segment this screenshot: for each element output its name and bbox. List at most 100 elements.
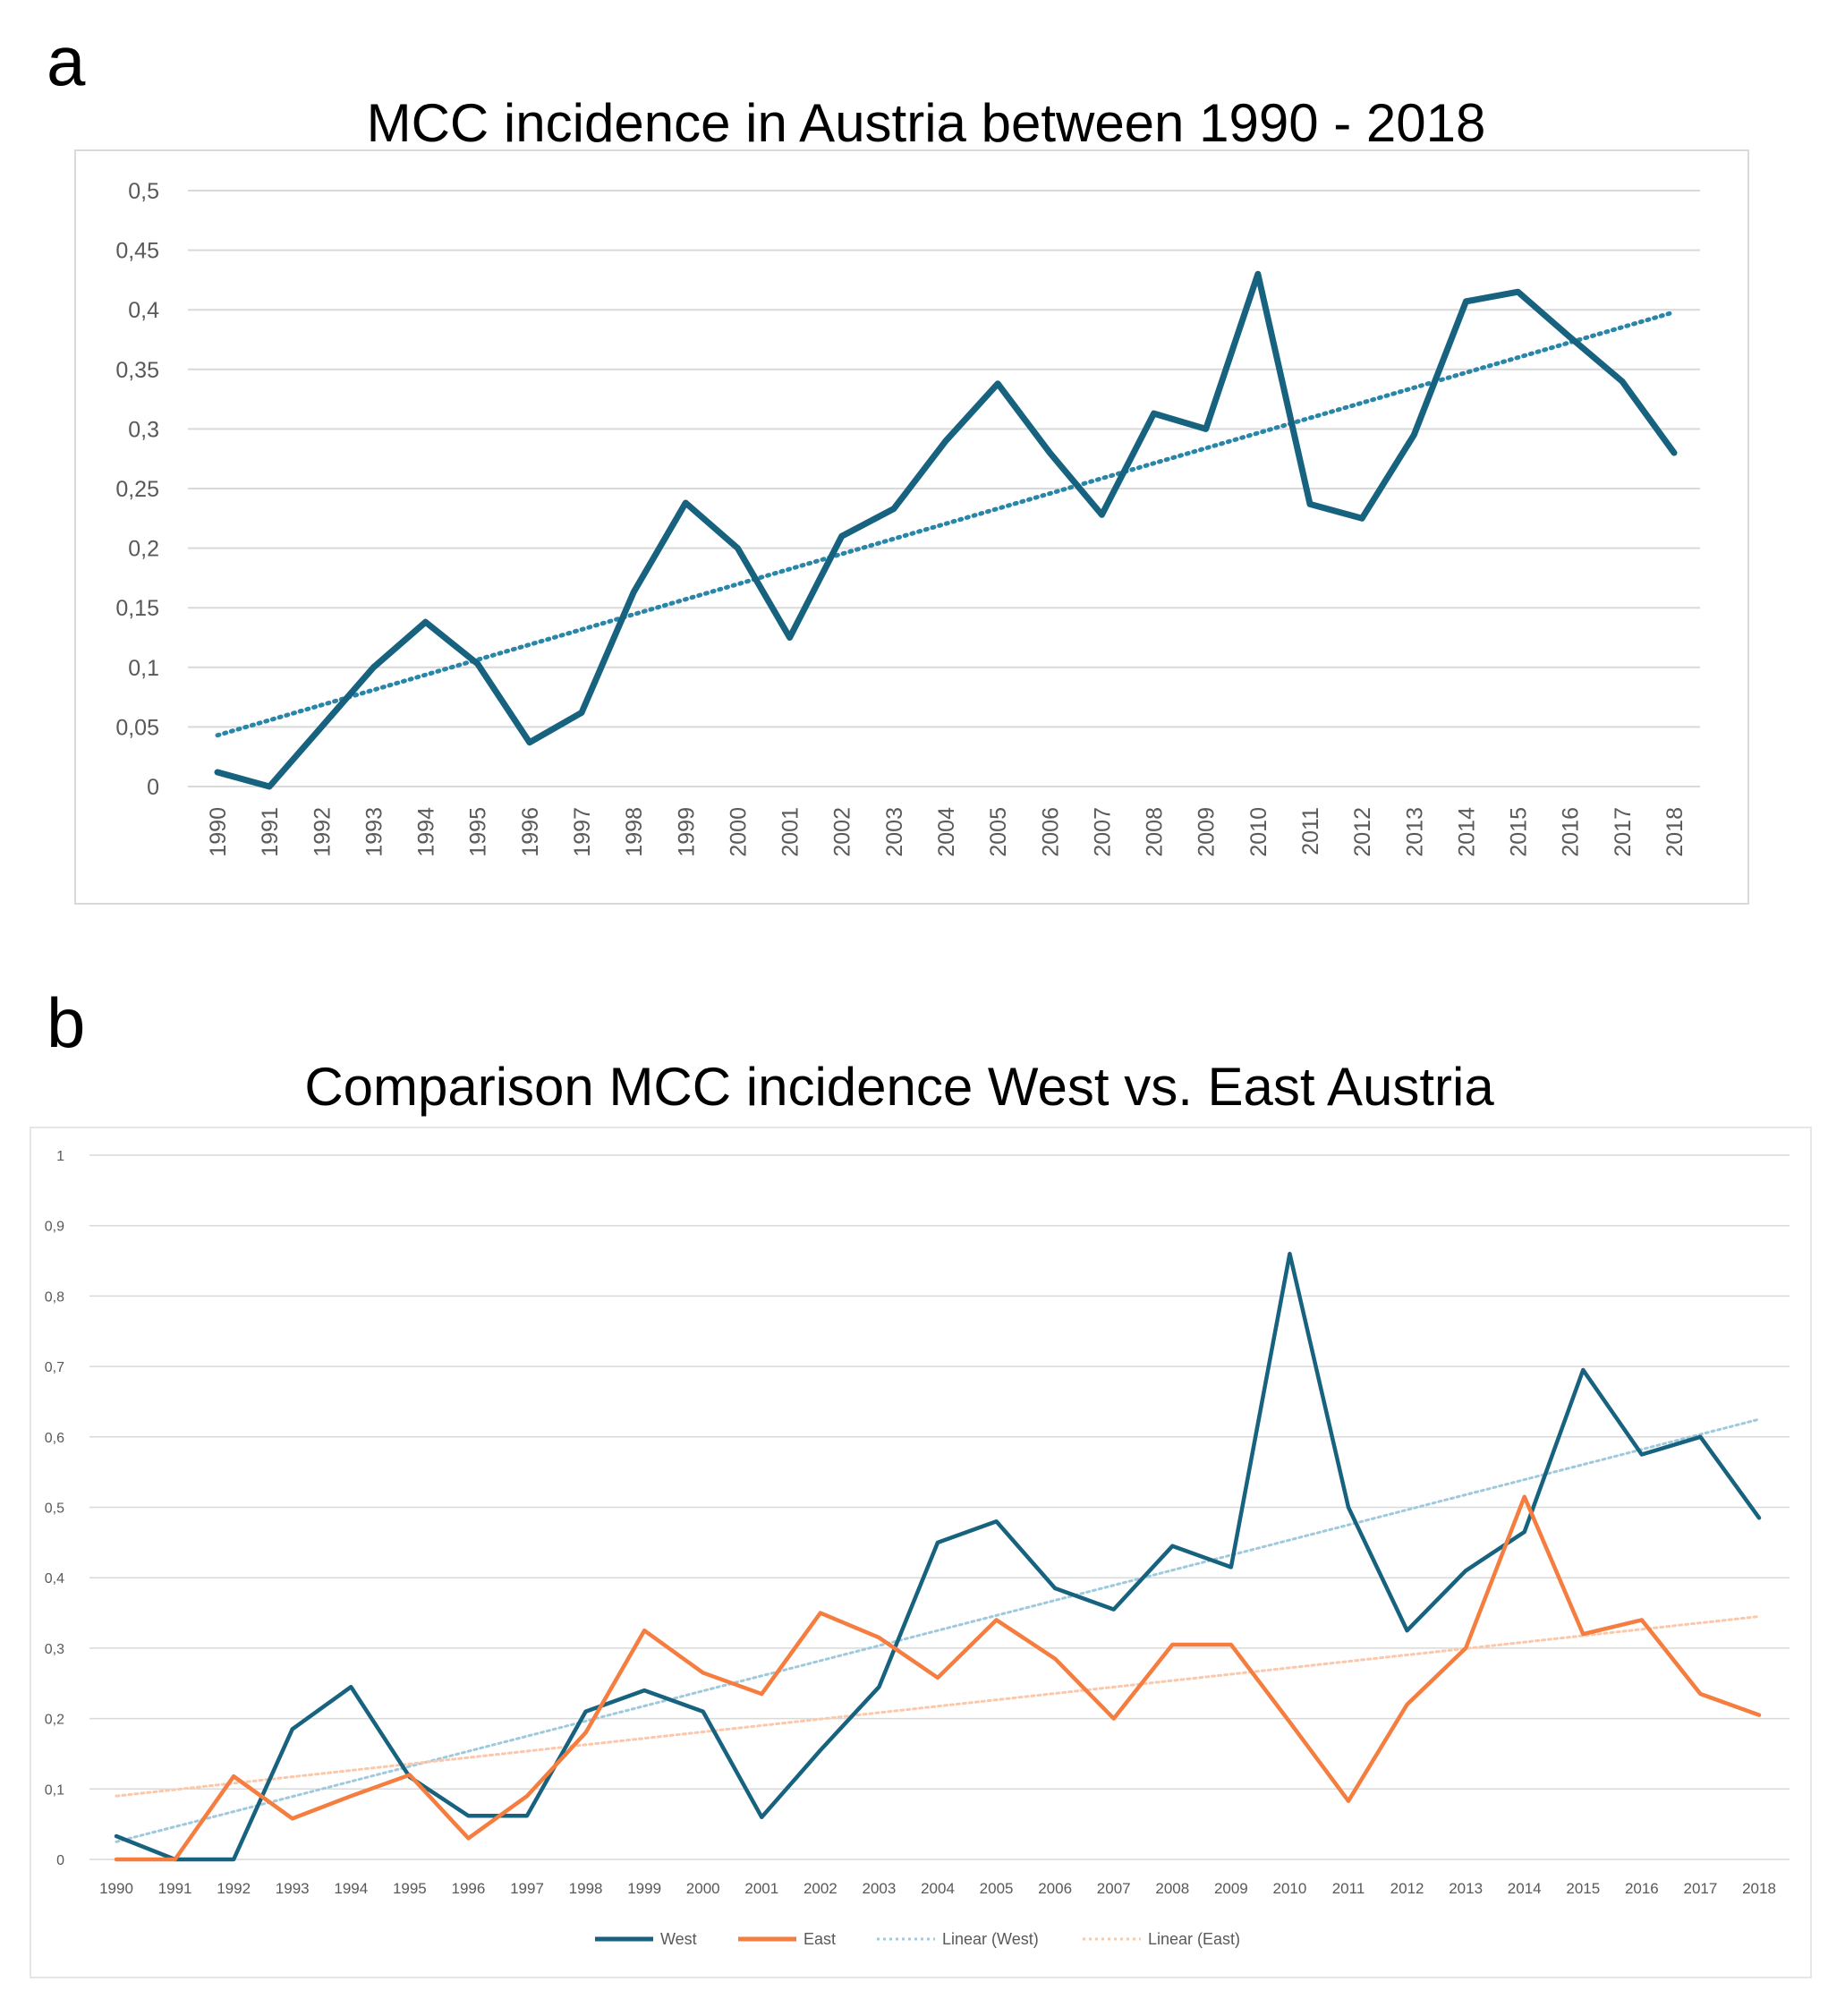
chart-b-series-east — [114, 1494, 1762, 1862]
x-tick-label: 1990 — [206, 807, 231, 857]
chart-b-trendline-east — [115, 1614, 1761, 1798]
y-tick-label: 1 — [56, 1149, 64, 1164]
panel-a: a MCC incidence in Austria between 1990 … — [47, 21, 1749, 905]
x-tick-label: 2002 — [830, 807, 855, 857]
chart-b-series-west — [114, 1251, 1762, 1862]
legend-label-west: West — [660, 1930, 697, 1948]
x-tick-label: 2004 — [934, 807, 959, 857]
x-tick-label: 1993 — [361, 807, 387, 857]
x-tick-label: 1995 — [466, 807, 491, 857]
x-tick-label: 2003 — [863, 1880, 897, 1897]
x-tick-label: 2012 — [1390, 1880, 1424, 1897]
x-tick-label: 2007 — [1097, 1880, 1131, 1897]
y-tick-label: 0,5 — [45, 1501, 64, 1517]
chart-a-gridlines — [188, 190, 1700, 787]
chart-b-x-axis: 1990 1991 1992 1993 1994 1995 1996 1997 1998 1999… — [99, 1880, 1776, 1897]
x-tick-label: 2015 — [1507, 807, 1532, 857]
x-tick-label: 2015 — [1566, 1880, 1600, 1897]
x-tick-label: 2003 — [882, 807, 907, 857]
chart-a-series-line — [214, 270, 1678, 790]
x-tick-label: 1993 — [276, 1880, 310, 1897]
x-tick-label: 1999 — [627, 1880, 661, 1897]
x-tick-label: 2016 — [1559, 807, 1584, 857]
x-tick-label: 2013 — [1449, 1880, 1483, 1897]
y-tick-label: 0,9 — [45, 1220, 64, 1235]
x-tick-label: 1996 — [518, 807, 543, 857]
y-tick-label: 0,2 — [128, 537, 159, 562]
x-tick-label: 1990 — [99, 1880, 133, 1897]
panel-b-label: b — [47, 983, 85, 1062]
legend-label-linear-east: Linear (East) — [1148, 1930, 1240, 1948]
x-tick-label: 2012 — [1350, 807, 1375, 857]
x-tick-label: 2000 — [686, 1880, 720, 1897]
legend-label-east: East — [803, 1930, 836, 1948]
x-tick-label: 2010 — [1273, 1880, 1307, 1897]
y-tick-label: 0,6 — [45, 1431, 64, 1446]
x-tick-label: 1994 — [334, 1880, 368, 1897]
chart-b-legend: West East Linear (West) Linear (East) — [595, 1930, 1240, 1948]
y-tick-label: 0,05 — [115, 715, 159, 740]
y-tick-label: 0 — [147, 775, 159, 800]
x-tick-label: 1991 — [158, 1880, 192, 1897]
panel-b: b Comparison MCC incidence West vs. East… — [30, 983, 1812, 1978]
y-tick-label: 0 — [56, 1853, 64, 1868]
legend-label-linear-west: Linear (West) — [942, 1930, 1039, 1948]
x-tick-label: 2005 — [980, 1880, 1014, 1897]
x-tick-label: 2009 — [1214, 1880, 1248, 1897]
x-tick-label: 1992 — [217, 1880, 251, 1897]
x-tick-label: 2002 — [803, 1880, 837, 1897]
y-tick-label: 0,4 — [45, 1571, 64, 1586]
y-tick-label: 0,3 — [128, 417, 159, 442]
panel-a-label: a — [47, 21, 86, 100]
y-tick-label: 0,5 — [128, 179, 159, 204]
x-tick-label: 2016 — [1625, 1880, 1659, 1897]
x-tick-label: 2006 — [1038, 807, 1063, 857]
x-tick-label: 1998 — [622, 807, 647, 857]
x-tick-label: 1992 — [310, 807, 335, 857]
x-tick-label: 2008 — [1143, 807, 1168, 857]
y-tick-label: 0,1 — [128, 656, 159, 681]
x-tick-label: 2000 — [726, 807, 751, 857]
x-tick-label: 2010 — [1246, 807, 1271, 857]
chart-b-y-axis: 0 0,1 0,2 0,3 0,4 0,5 0,6 0,7 0,8 0,9 1 — [45, 1149, 64, 1868]
x-tick-label: 2014 — [1508, 1880, 1542, 1897]
chart-a-y-axis: 0 0,05 0,1 0,15 0,2 0,25 0,3 0,35 0,4 0,45 0,5 — [115, 179, 159, 800]
x-tick-label: 1994 — [414, 807, 439, 857]
y-tick-label: 0,7 — [45, 1360, 64, 1375]
y-tick-label: 0,4 — [128, 298, 159, 323]
x-tick-label: 2005 — [986, 807, 1011, 857]
chart-a-frame — [74, 149, 1749, 905]
x-tick-label: 2011 — [1298, 807, 1323, 855]
y-tick-label: 0,15 — [115, 596, 159, 621]
y-tick-label: 0,1 — [45, 1782, 64, 1798]
chart-b-frame — [30, 1127, 1812, 1978]
chart-b-trendline-west — [115, 1417, 1761, 1843]
x-tick-label: 1999 — [674, 807, 699, 857]
x-tick-label: 2006 — [1038, 1880, 1072, 1897]
chart-b-title: Comparison MCC incidence West vs. East A… — [304, 1057, 1494, 1117]
chart-b-gridlines — [89, 1154, 1790, 1860]
y-tick-label: 0,3 — [45, 1642, 64, 1657]
chart-a-trendline — [215, 310, 1677, 738]
x-tick-label: 1997 — [570, 807, 595, 857]
x-tick-label: 2009 — [1195, 807, 1220, 857]
x-tick-label: 2001 — [778, 807, 803, 857]
x-tick-label: 2001 — [744, 1880, 778, 1897]
x-tick-label: 1991 — [258, 807, 283, 857]
y-tick-label: 0,8 — [45, 1289, 64, 1305]
x-tick-label: 1997 — [510, 1880, 544, 1897]
y-tick-label: 0,45 — [115, 239, 159, 264]
x-tick-label: 2017 — [1684, 1880, 1718, 1897]
x-tick-label: 1995 — [393, 1880, 427, 1897]
y-tick-label: 0,35 — [115, 358, 159, 383]
y-tick-label: 0,25 — [115, 477, 159, 502]
x-tick-label: 2018 — [1662, 807, 1688, 857]
x-tick-label: 2018 — [1742, 1880, 1776, 1897]
chart-a-title: MCC incidence in Austria between 1990 - … — [367, 93, 1486, 153]
x-tick-label: 2014 — [1454, 807, 1479, 857]
x-tick-label: 2008 — [1155, 1880, 1189, 1897]
x-tick-label: 2004 — [921, 1880, 955, 1897]
x-tick-label: 2017 — [1611, 807, 1636, 857]
x-tick-label: 2007 — [1090, 807, 1115, 857]
